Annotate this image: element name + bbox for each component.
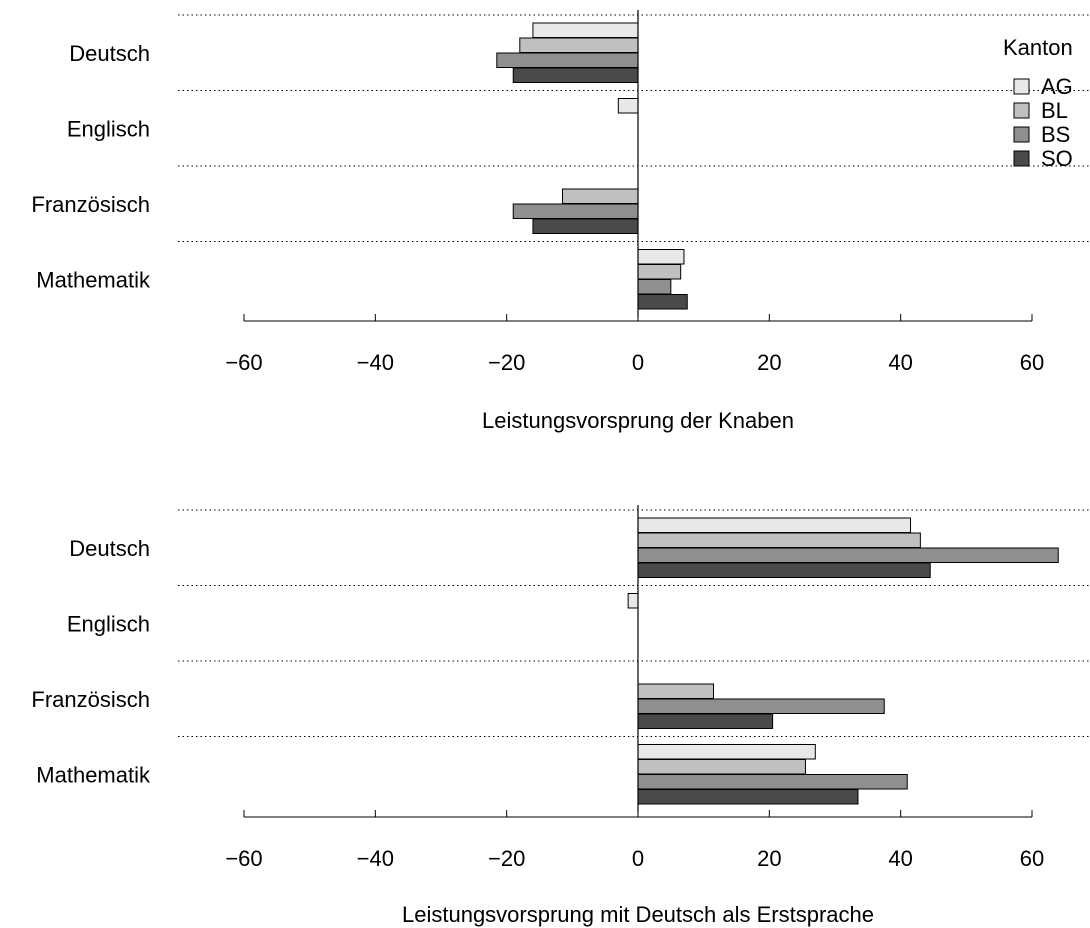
category-label: Deutsch bbox=[69, 536, 150, 561]
x-tick-label: −20 bbox=[488, 846, 525, 871]
legend-swatch-ag bbox=[1013, 78, 1030, 95]
x-tick-label: −40 bbox=[357, 846, 394, 871]
bar-mathematik-bs bbox=[637, 279, 672, 295]
category-label: Mathematik bbox=[36, 267, 151, 292]
bar-mathematik-ag bbox=[637, 744, 816, 760]
x-tick-label: 40 bbox=[888, 350, 912, 375]
bar-mathematik-so bbox=[637, 294, 688, 310]
x-tick-label: 20 bbox=[757, 846, 781, 871]
legend-label-bs: BS bbox=[1041, 122, 1070, 147]
bar-mathematik-ag bbox=[637, 249, 685, 265]
bar-deutsch-ag bbox=[532, 22, 639, 38]
bar-englisch-ag bbox=[617, 98, 639, 114]
bar-deutsch-bs bbox=[496, 52, 639, 68]
x-tick-label: 20 bbox=[757, 350, 781, 375]
category-label: Deutsch bbox=[69, 41, 150, 66]
x-tick-label: 0 bbox=[632, 846, 644, 871]
bar-mathematik-bl bbox=[637, 759, 806, 775]
legend-swatch-so bbox=[1013, 150, 1030, 167]
bar-mathematik-bs bbox=[637, 774, 908, 790]
bar-franzosisch-so bbox=[532, 218, 639, 234]
x-tick-label: −60 bbox=[225, 846, 262, 871]
bar-deutsch-so bbox=[512, 67, 639, 83]
category-label: Englisch bbox=[67, 611, 150, 636]
category-label: Englisch bbox=[67, 116, 150, 141]
chart-panel-gender: Deutsch Englisch Französisch Mathematik −60 −… bbox=[31, 10, 1090, 433]
category-label: Französisch bbox=[31, 687, 150, 712]
bar-deutsch-ag bbox=[637, 517, 912, 533]
bar-franzosisch-so bbox=[637, 713, 774, 729]
category-label: Mathematik bbox=[36, 762, 151, 787]
bar-deutsch-bs bbox=[637, 547, 1059, 563]
x-tick-label: −40 bbox=[357, 350, 394, 375]
bar-franzosisch-bs bbox=[637, 698, 885, 714]
bar-mathematik-so bbox=[637, 789, 859, 805]
legend-swatch-bl bbox=[1013, 102, 1030, 119]
bar-franzosisch-bl bbox=[561, 188, 639, 204]
legend-swatch-bs bbox=[1013, 126, 1030, 143]
legend-label-bl: BL bbox=[1041, 98, 1068, 123]
legend-title: Kanton bbox=[1003, 35, 1073, 60]
bar-franzosisch-bl bbox=[637, 683, 715, 699]
category-label: Französisch bbox=[31, 192, 150, 217]
x-axis-title: Leistungsvorsprung mit Deutsch als Ersts… bbox=[402, 902, 874, 927]
bar-deutsch-bl bbox=[519, 37, 639, 53]
x-tick-label: 60 bbox=[1020, 846, 1044, 871]
bar-englisch-ag bbox=[627, 593, 639, 609]
x-tick-label: −60 bbox=[225, 350, 262, 375]
legend-label-so: SO bbox=[1041, 146, 1073, 171]
legend-label-ag: AG bbox=[1041, 74, 1073, 99]
bar-mathematik-bl bbox=[637, 264, 682, 280]
x-tick-label: 0 bbox=[632, 350, 644, 375]
x-tick-label: 40 bbox=[888, 846, 912, 871]
x-axis-title: Leistungsvorsprung der Knaben bbox=[482, 408, 794, 433]
chart-panel-language: Deutsch Englisch Französisch Mathematik −60 −… bbox=[31, 505, 1090, 927]
x-tick-label: −20 bbox=[488, 350, 525, 375]
x-tick-label: 60 bbox=[1020, 350, 1044, 375]
bar-deutsch-so bbox=[637, 562, 931, 578]
bar-franzosisch-bs bbox=[512, 203, 639, 219]
bar-deutsch-bl bbox=[637, 532, 921, 548]
